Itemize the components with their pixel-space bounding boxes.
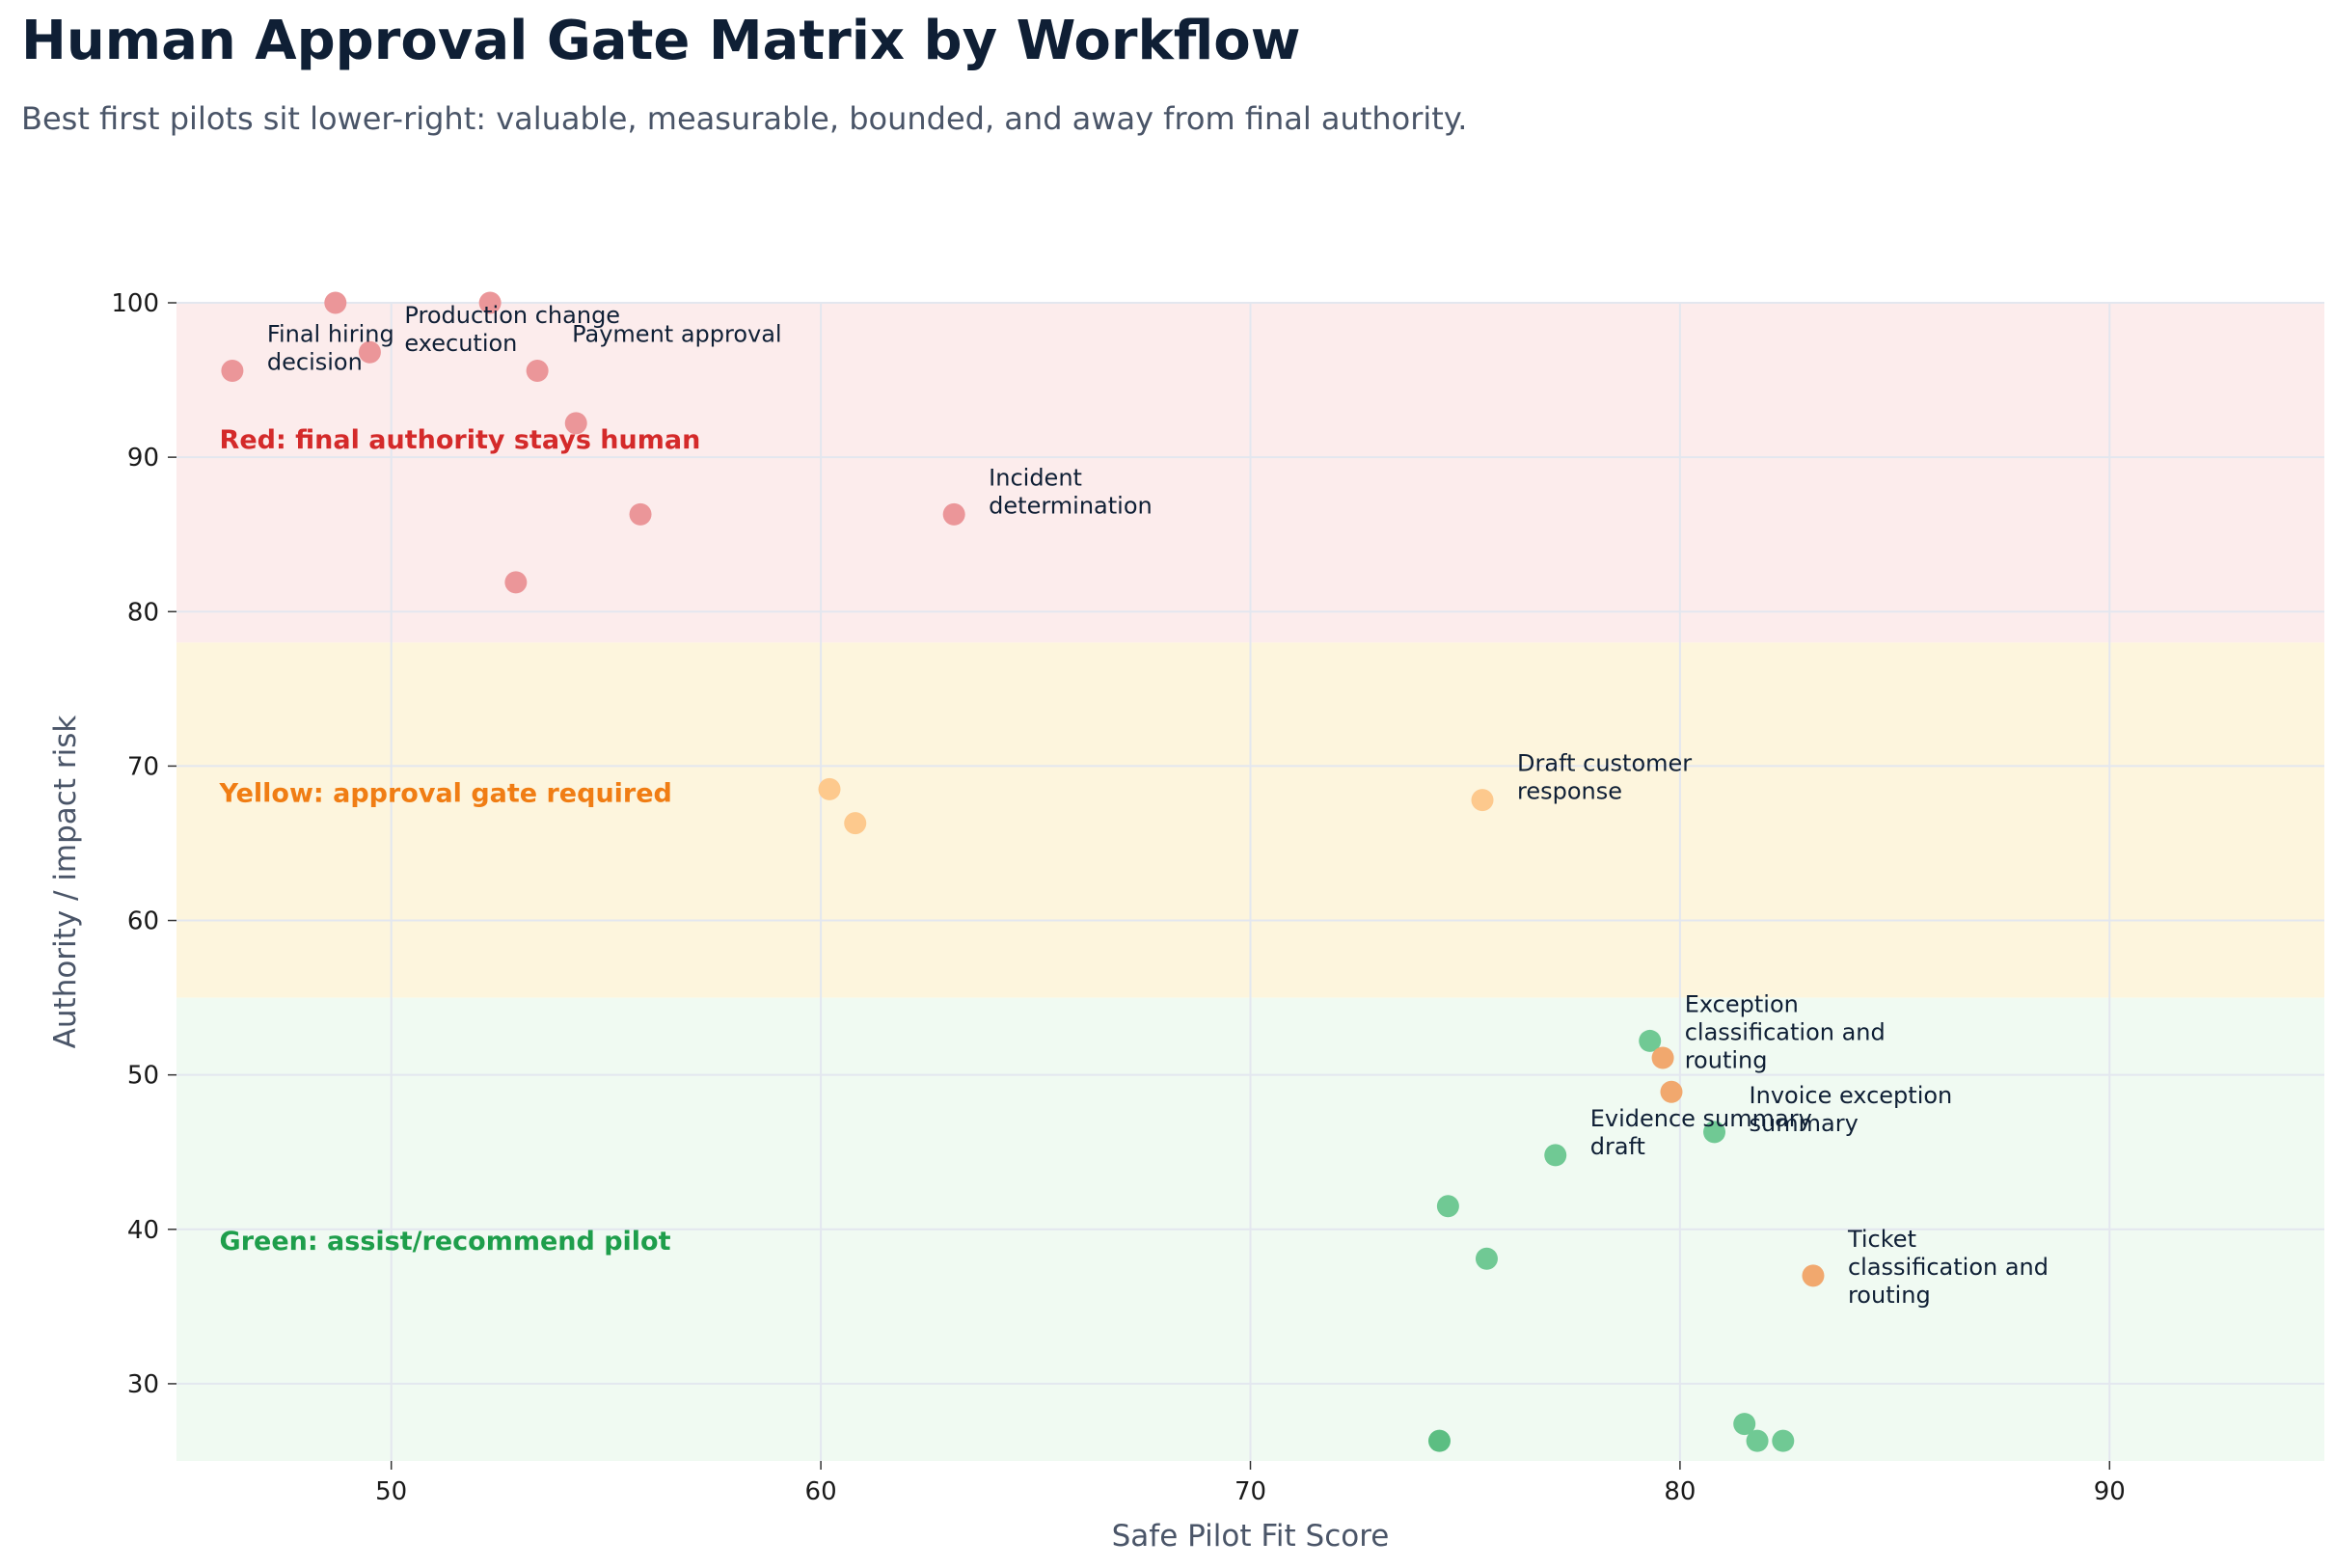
y-tick-label: 40 [127,1216,159,1245]
x-axis-label: Safe Pilot Fit Score [1112,1519,1390,1554]
data-point [942,502,965,526]
point-label-line: Invoice exception [1750,1082,1953,1109]
point-label-line: summary [1750,1110,1859,1137]
data-point [1427,1429,1451,1452]
point-label-line: Exception [1685,990,1799,1017]
x-tick-label: 90 [2094,1477,2126,1506]
point-label-line: Draft customer [1517,750,1692,777]
point-label: Exception classification and routing [1685,990,1886,1073]
point-label-line: Payment approval [572,320,781,347]
point-label-line: Final hiring [267,320,394,347]
point-label: Incident determination [989,464,1153,519]
point-label: Invoice exception summary [1750,1082,1953,1137]
y-tick-label: 90 [127,444,159,473]
y-tick-label: 70 [127,752,159,781]
point-label: Production change execution [404,302,620,357]
grid-lines [176,302,2324,1461]
point-label-line: routing [1685,1046,1768,1073]
data-point [1651,1046,1674,1069]
data-point [526,359,549,382]
chart-title: Human Approval Gate Matrix by Workflow [21,10,1301,72]
point-label-line: Production change [404,302,620,329]
data-point [358,340,381,364]
data-point [1639,1029,1662,1052]
data-points [221,291,1825,1452]
data-point [1471,789,1494,812]
x-tick-label: 80 [1664,1477,1696,1506]
point-label: Evidence summary draft [1590,1105,1812,1160]
chart-subtitle: Best first pilots sit lower-right: valua… [21,100,1468,137]
point-label-line: Ticket [1847,1226,1916,1253]
point-label-line: execution [404,330,517,357]
data-point [1436,1195,1459,1218]
point-label-line: Evidence summary [1590,1105,1812,1132]
data-point [629,502,652,526]
data-point [478,291,502,314]
zone-labels: Red: final authority stays human Yellow: … [219,425,701,1257]
data-point [1772,1429,1795,1452]
data-point [1746,1429,1769,1452]
y-tick-label: 100 [111,289,159,318]
data-point [1475,1247,1498,1270]
x-tick-label: 70 [1235,1477,1266,1506]
data-point [564,412,587,435]
data-point [818,777,841,800]
data-point [1544,1144,1567,1167]
data-point [504,571,528,594]
point-label: Payment approval [572,320,781,347]
zone-label-0: Red: final authority stays human [220,425,701,455]
data-point [1660,1080,1683,1103]
data-point [324,291,347,314]
point-label: Draft customer response [1517,750,1692,805]
point-label-line: Incident [989,464,1082,491]
point-label-line: decision [267,348,363,375]
data-point [1802,1264,1825,1287]
zone-label-2: Green: assist/recommend pilot [220,1227,671,1257]
point-label-line: classification and [1848,1254,2049,1281]
y-tick-label: 60 [127,907,159,936]
point-label-line: routing [1848,1282,1931,1309]
point-label-line: response [1517,778,1622,805]
point-label-line: classification and [1685,1018,1886,1045]
point-label-line: determination [989,492,1153,519]
data-point [1733,1413,1756,1436]
zone-label-1: Yellow: approval gate required [219,779,672,809]
data-point [844,812,867,835]
y-axis-label: Authority / impact risk [48,716,83,1049]
y-tick-label: 30 [127,1370,159,1399]
point-label: Ticket classification and routing [1847,1226,2049,1309]
point-label: Final hiring decision [267,320,394,375]
axis-ticks: 50 60 70 80 90 30 40 50 60 70 80 90 100 [111,289,2125,1506]
data-point [1703,1121,1726,1144]
y-tick-label: 80 [127,598,159,627]
x-tick-label: 50 [375,1477,407,1506]
data-point [221,359,244,382]
y-tick-label: 50 [127,1062,159,1091]
point-label-line: draft [1590,1133,1645,1160]
x-tick-label: 60 [805,1477,837,1506]
